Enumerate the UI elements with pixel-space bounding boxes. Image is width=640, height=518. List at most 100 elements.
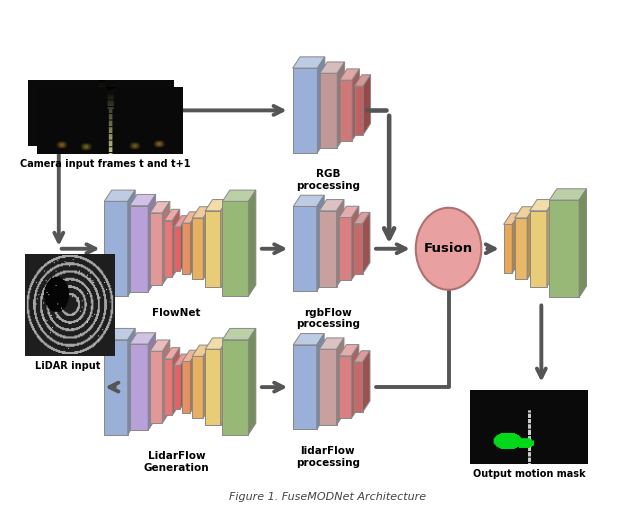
Polygon shape [529, 211, 547, 286]
Polygon shape [339, 206, 359, 218]
Polygon shape [150, 340, 170, 351]
Polygon shape [205, 199, 228, 211]
Polygon shape [190, 212, 198, 275]
Text: Figure 1. FuseMODNet Architecture: Figure 1. FuseMODNet Architecture [229, 493, 426, 502]
Polygon shape [205, 338, 228, 349]
Polygon shape [319, 199, 344, 211]
Polygon shape [172, 209, 180, 277]
Text: lidarFlow
processing: lidarFlow processing [296, 446, 360, 468]
Polygon shape [150, 202, 170, 213]
Polygon shape [292, 68, 317, 153]
Polygon shape [174, 365, 180, 409]
Polygon shape [504, 224, 512, 273]
Polygon shape [104, 340, 128, 435]
Polygon shape [320, 62, 344, 73]
Polygon shape [174, 227, 180, 270]
Polygon shape [293, 207, 317, 291]
Polygon shape [223, 190, 256, 202]
Polygon shape [340, 69, 360, 80]
Polygon shape [182, 212, 198, 223]
Polygon shape [192, 356, 204, 418]
Polygon shape [223, 328, 256, 340]
Polygon shape [355, 75, 371, 86]
Polygon shape [337, 62, 344, 148]
Polygon shape [182, 362, 190, 413]
Polygon shape [340, 80, 352, 140]
Ellipse shape [416, 208, 481, 290]
Polygon shape [205, 211, 221, 286]
Polygon shape [204, 345, 211, 418]
Polygon shape [352, 69, 360, 140]
Text: FlowNet: FlowNet [152, 308, 200, 318]
Polygon shape [337, 338, 344, 425]
Polygon shape [320, 73, 337, 148]
Polygon shape [293, 345, 317, 429]
Polygon shape [293, 334, 324, 345]
Polygon shape [104, 190, 135, 202]
Polygon shape [180, 354, 188, 409]
Polygon shape [362, 212, 370, 274]
Polygon shape [148, 333, 156, 430]
Polygon shape [339, 344, 359, 356]
Polygon shape [512, 213, 520, 273]
Polygon shape [351, 206, 359, 280]
Polygon shape [579, 189, 586, 297]
Polygon shape [163, 340, 170, 423]
Text: Output motion mask: Output motion mask [473, 469, 585, 479]
Polygon shape [354, 362, 362, 412]
Polygon shape [363, 75, 371, 135]
Polygon shape [223, 202, 248, 296]
Text: LiDAR input: LiDAR input [35, 362, 100, 371]
Polygon shape [317, 195, 324, 291]
Polygon shape [182, 350, 198, 362]
Polygon shape [104, 328, 135, 340]
Polygon shape [317, 57, 325, 153]
Text: rgbFlow
processing: rgbFlow processing [296, 308, 360, 329]
Polygon shape [204, 207, 211, 280]
Polygon shape [130, 344, 148, 430]
Polygon shape [292, 57, 325, 68]
Polygon shape [515, 218, 527, 280]
Polygon shape [164, 359, 172, 415]
Polygon shape [354, 351, 370, 362]
Polygon shape [164, 348, 180, 359]
Polygon shape [148, 194, 156, 292]
Polygon shape [337, 199, 344, 286]
Text: RGB
processing: RGB processing [296, 169, 360, 191]
Polygon shape [174, 215, 188, 227]
Polygon shape [174, 354, 188, 365]
Polygon shape [192, 207, 211, 218]
Text: Fusion: Fusion [424, 242, 473, 255]
Polygon shape [150, 351, 163, 423]
Polygon shape [164, 209, 180, 221]
Polygon shape [354, 224, 362, 274]
Polygon shape [163, 202, 170, 284]
Polygon shape [248, 190, 256, 296]
Polygon shape [104, 202, 128, 296]
Polygon shape [130, 333, 156, 344]
Polygon shape [128, 328, 135, 435]
Polygon shape [130, 194, 156, 206]
Polygon shape [180, 215, 188, 270]
Polygon shape [362, 351, 370, 412]
Polygon shape [355, 86, 363, 135]
Polygon shape [549, 200, 579, 297]
Polygon shape [223, 340, 248, 435]
Polygon shape [192, 218, 204, 280]
Polygon shape [248, 328, 256, 435]
Polygon shape [150, 213, 163, 284]
Polygon shape [529, 199, 554, 211]
Polygon shape [319, 338, 344, 349]
Polygon shape [339, 356, 351, 419]
Polygon shape [317, 334, 324, 429]
Polygon shape [221, 338, 228, 425]
Polygon shape [221, 199, 228, 286]
Polygon shape [339, 218, 351, 280]
Polygon shape [190, 350, 198, 413]
Polygon shape [549, 189, 586, 200]
Polygon shape [351, 344, 359, 419]
Polygon shape [354, 212, 370, 224]
Polygon shape [293, 195, 324, 207]
Polygon shape [182, 223, 190, 275]
Polygon shape [319, 349, 337, 425]
